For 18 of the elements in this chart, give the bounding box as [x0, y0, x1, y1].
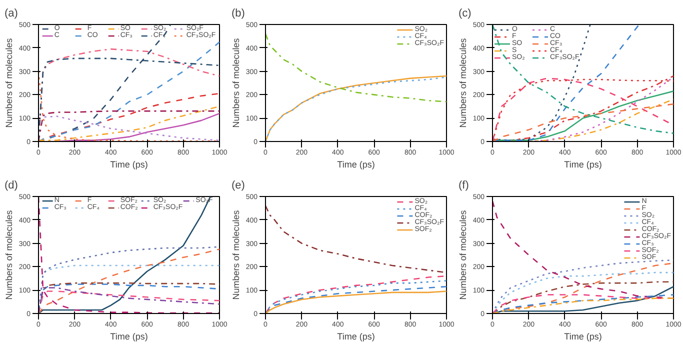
x-axis-title: Time (ps) — [110, 160, 148, 170]
x-axis-title: Time (ps) — [564, 332, 602, 342]
y-axis-title: Numbers of molecules — [230, 38, 241, 128]
chart-title: (a) — [4, 8, 18, 20]
y-axis-title: Numbers of molecules — [458, 210, 468, 300]
y-axis-title: Numbers of molecules — [4, 210, 14, 300]
y-axis-title: Numbers of molecules — [4, 38, 14, 128]
x-axis-title: Time (ps) — [110, 332, 148, 342]
x-axis-title: Time (ps) — [337, 160, 375, 170]
chart-title: (f) — [458, 180, 469, 192]
x-axis-title: Time (ps) — [564, 160, 602, 170]
y-axis-title: Numbers of molecules — [458, 38, 468, 128]
chart-title: (d) — [4, 180, 18, 192]
chart-title: (e) — [232, 180, 245, 192]
y-axis-title: Numbers of molecules — [230, 210, 241, 300]
x-axis-title: Time (ps) — [337, 332, 375, 342]
chart-title: (b) — [232, 8, 245, 20]
chart-title: (c) — [458, 8, 472, 20]
